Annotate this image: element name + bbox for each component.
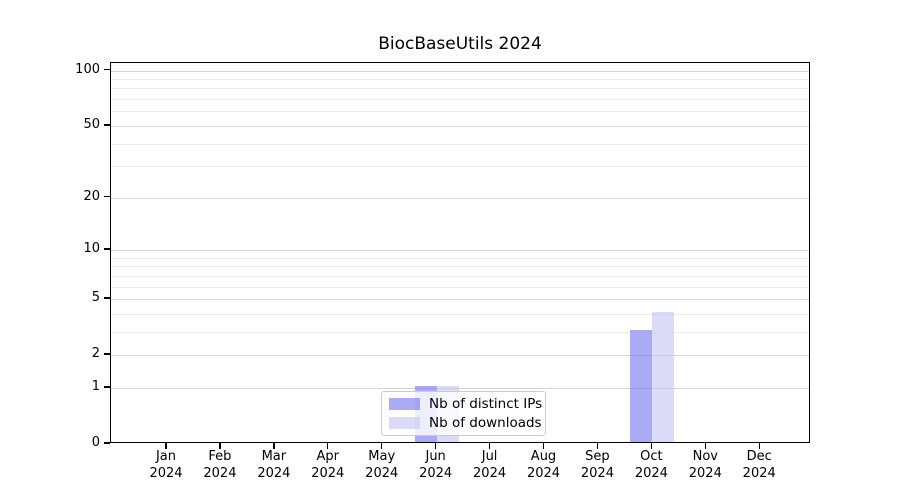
major-gridline	[111, 70, 809, 72]
plot-area	[110, 62, 810, 443]
minor-gridline	[111, 266, 809, 268]
minor-gridline	[111, 286, 809, 288]
x-axis-tick	[650, 443, 653, 449]
x-tick-label-month: Dec	[746, 449, 772, 464]
x-tick-label: Aug 2024	[512, 448, 576, 482]
x-tick-label: Sep 2024	[565, 448, 629, 482]
x-axis-tick	[596, 443, 599, 449]
y-axis-tick	[104, 297, 110, 299]
x-tick-label-month: Jan	[155, 449, 177, 464]
y-axis-tick	[104, 442, 110, 444]
x-tick-label-month: May	[368, 449, 396, 464]
x-tick-label-month: Jun	[425, 449, 446, 464]
minor-gridline	[111, 143, 809, 145]
minor-gridline	[111, 257, 809, 259]
y-tick-label: 100	[75, 61, 100, 77]
x-tick-label-year: 2024	[688, 466, 722, 481]
x-tick-label: Dec 2024	[727, 448, 791, 482]
x-tick-label-year: 2024	[149, 466, 183, 481]
x-axis-tick	[381, 443, 383, 449]
x-tick-label: May 2024	[350, 448, 414, 482]
minor-gridline	[111, 99, 809, 101]
x-tick-label-month: Mar	[261, 449, 287, 464]
minor-gridline	[111, 79, 809, 81]
y-tick-label: 1	[91, 378, 100, 394]
minor-gridline	[111, 275, 809, 277]
y-tick-label: 5	[91, 290, 100, 306]
x-axis-tick	[704, 443, 706, 449]
x-tick-label-month: Aug	[530, 449, 557, 464]
x-tick-label: Jan 2024	[134, 448, 198, 482]
y-axis-tick	[104, 353, 110, 355]
x-tick-label-year: 2024	[580, 466, 614, 481]
x-tick-label-year: 2024	[257, 466, 291, 481]
bar-oct-distinct-ips	[630, 329, 653, 442]
x-tick-label: Nov 2024	[673, 448, 737, 482]
x-tick-label-year: 2024	[526, 466, 561, 481]
x-tick-label-year: 2024	[419, 466, 453, 481]
y-axis-tick	[104, 386, 110, 388]
x-tick-label-year: 2024	[634, 466, 668, 481]
x-tick-label-month: Nov	[692, 449, 718, 464]
legend-item-downloads: Nb of downloads	[389, 415, 542, 433]
x-axis-tick	[219, 443, 221, 449]
x-tick-label-month: Jul	[481, 449, 498, 464]
x-tick-label-year: 2024	[203, 466, 237, 481]
minor-gridline	[111, 313, 809, 315]
y-axis-tick	[104, 195, 110, 198]
major-gridline	[111, 299, 809, 301]
legend-label-distinct-ips: Nb of distinct IPs	[429, 395, 543, 412]
chart-title: BiocBaseUtils 2024	[378, 34, 542, 54]
y-tick-label: 2	[91, 346, 100, 362]
x-axis-tick	[327, 443, 329, 449]
y-tick-label: 20	[83, 188, 100, 204]
x-tick-label-month: Apr	[316, 449, 340, 464]
x-tick-label-month: Feb	[208, 449, 232, 464]
legend-label-downloads: Nb of downloads	[429, 415, 542, 432]
x-axis-tick	[758, 443, 760, 449]
x-tick-label-year: 2024	[742, 466, 776, 481]
x-tick-label: Oct 2024	[619, 448, 683, 482]
y-tick-label: 0	[91, 435, 100, 450]
major-gridline	[111, 125, 809, 127]
x-tick-label-month: Sep	[585, 449, 610, 464]
legend-item-distinct-ips: Nb of distinct IPs	[389, 395, 542, 413]
x-axis-tick	[165, 443, 167, 449]
x-tick-label: Mar 2024	[242, 448, 306, 482]
y-axis-tick	[104, 68, 110, 71]
legend: Nb of distinct IPs Nb of downloads	[381, 391, 546, 436]
y-axis-tick	[104, 124, 110, 126]
x-axis-tick	[488, 443, 491, 449]
x-tick-label-year: 2024	[473, 466, 507, 481]
x-tick-label: Jun 2024	[404, 448, 468, 482]
x-tick-label: Feb 2024	[188, 448, 252, 482]
x-tick-label-year: 2024	[365, 466, 399, 481]
x-tick-label-month: Oct	[640, 449, 663, 464]
x-tick-label: Jul 2024	[458, 448, 522, 482]
minor-gridline	[111, 88, 809, 90]
y-tick-label: 50	[83, 116, 100, 132]
legend-swatch-downloads	[389, 417, 420, 430]
bar-oct-downloads	[652, 311, 675, 442]
x-axis-tick	[542, 443, 545, 449]
x-tick-label: Apr 2024	[296, 448, 360, 482]
y-tick-label: 10	[83, 241, 100, 256]
minor-gridline	[111, 331, 809, 333]
x-tick-label-year: 2024	[311, 466, 345, 481]
x-axis-tick	[273, 443, 275, 449]
y-axis-tick	[104, 248, 110, 250]
major-gridline	[111, 197, 809, 199]
major-gridline	[111, 250, 809, 251]
legend-swatch-distinct-ips	[389, 397, 420, 410]
minor-gridline	[111, 111, 809, 113]
major-gridline	[111, 387, 809, 389]
major-gridline	[111, 355, 809, 357]
minor-gridline	[111, 166, 809, 168]
x-axis-tick	[434, 443, 437, 449]
